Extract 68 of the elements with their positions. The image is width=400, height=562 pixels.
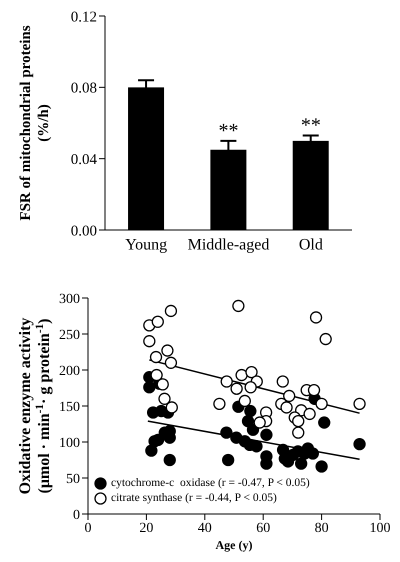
y-tick-label: 0.12	[70, 9, 97, 26]
y-tick-label: 0	[73, 508, 80, 523]
point	[161, 344, 174, 357]
point	[143, 335, 156, 348]
point	[276, 375, 289, 388]
x-tick-label: 40	[198, 520, 212, 536]
x-tick-label: Young	[125, 236, 168, 254]
point	[254, 416, 266, 429]
y-tick-label: 300	[59, 292, 80, 307]
y-tick-label: 0.00	[70, 223, 97, 240]
point	[318, 416, 330, 429]
y-axis-title: FSR of mitochondrial proteins (%/h)	[18, 25, 52, 221]
point	[246, 424, 260, 436]
point	[353, 438, 366, 450]
point	[152, 316, 164, 328]
point	[143, 381, 156, 394]
point	[315, 460, 328, 473]
x-tick-label: 20	[139, 520, 154, 536]
point	[308, 384, 320, 396]
point	[245, 366, 258, 378]
point	[232, 300, 245, 312]
point	[260, 428, 273, 441]
point	[353, 398, 366, 410]
point	[315, 398, 328, 410]
point	[150, 368, 163, 382]
y-tick-label: 200	[59, 364, 80, 379]
point	[283, 390, 296, 402]
point	[244, 404, 256, 418]
point	[230, 382, 243, 395]
point	[244, 381, 257, 394]
x-tick-label: 80	[314, 520, 329, 536]
legend-label: cytochrome-c oxidase (r = -0.47, P < 0.05)	[111, 476, 310, 491]
annotation: **	[218, 120, 238, 142]
point	[222, 454, 234, 466]
point	[220, 375, 233, 388]
point	[292, 426, 304, 439]
point	[242, 414, 254, 428]
y-tick-label: 100	[59, 436, 80, 451]
point	[280, 401, 293, 414]
x-tick-label: 100	[370, 520, 390, 536]
legend-label: citrate synthase (r = -0.44, P < 0.05)	[111, 491, 277, 506]
x-axis-title: Age (y)	[216, 538, 252, 552]
point	[220, 426, 233, 439]
x-tick-label: Old	[298, 236, 323, 254]
y-tick-label: 50	[66, 472, 80, 487]
point	[320, 332, 332, 346]
y-tick-label: 250	[59, 328, 80, 343]
point	[235, 368, 248, 382]
point	[164, 356, 178, 369]
point	[303, 408, 316, 420]
point	[295, 457, 308, 470]
point	[166, 401, 178, 414]
point	[158, 392, 171, 405]
point	[213, 398, 226, 410]
point	[164, 304, 178, 318]
point	[156, 378, 169, 391]
point	[292, 414, 304, 428]
point	[164, 454, 176, 466]
y-tick-label: 150	[59, 400, 80, 415]
point	[150, 350, 162, 364]
point	[238, 394, 251, 408]
x-tick-label: 60	[256, 520, 270, 536]
x-tick-label: Middle-aged	[188, 236, 270, 254]
y-tick-label: 0.04	[70, 152, 98, 168]
point	[145, 444, 158, 457]
y-tick-label: 0.08	[70, 80, 97, 97]
annotation: **	[300, 114, 321, 136]
point	[310, 311, 322, 324]
